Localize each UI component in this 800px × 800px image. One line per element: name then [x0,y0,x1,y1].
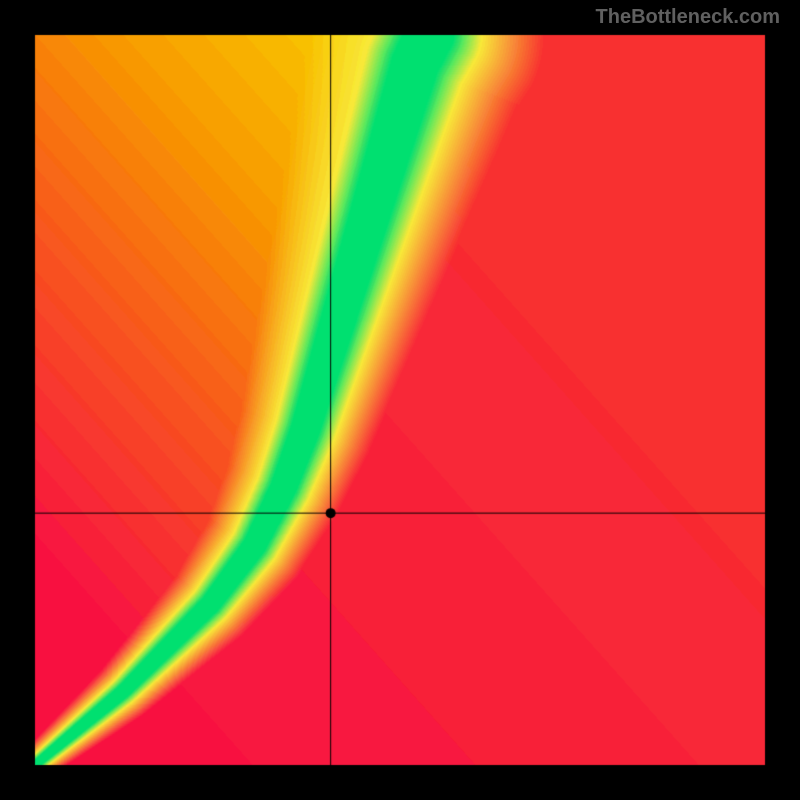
watermark-title: TheBottleneck.com [596,6,780,29]
chart-container: TheBottleneck.com [0,0,800,800]
heatmap-canvas [0,0,800,800]
